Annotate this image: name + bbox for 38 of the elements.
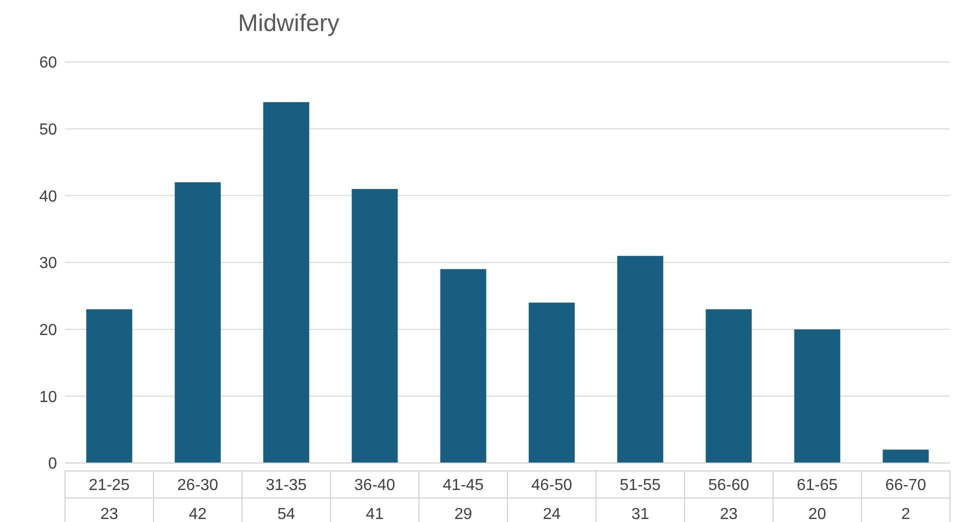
bar (882, 450, 929, 463)
y-tick-label: 40 (39, 188, 58, 206)
bar (617, 256, 664, 463)
y-tick-label: 0 (48, 456, 58, 473)
x-tick-label: 26-30 (177, 477, 218, 494)
x-tick-label: 56-60 (708, 477, 750, 494)
x-tick-label: 61-65 (796, 477, 838, 494)
data-label: 31 (631, 506, 650, 522)
x-tick-label: 21-25 (88, 477, 130, 494)
bar (86, 309, 132, 463)
bar (794, 329, 840, 463)
data-label: 24 (542, 506, 561, 522)
y-tick-label: 10 (39, 388, 58, 406)
bar (352, 188, 398, 463)
y-tick-label: 20 (39, 322, 58, 340)
data-label: 41 (366, 506, 384, 522)
bar (528, 302, 575, 463)
bar (263, 102, 310, 463)
data-label: 20 (808, 506, 826, 522)
data-label: 54 (277, 506, 296, 522)
x-tick-label: 36-40 (354, 477, 396, 494)
data-label: 23 (720, 506, 738, 522)
y-tick-label: 50 (39, 122, 58, 139)
bar (174, 182, 221, 463)
data-label: 29 (454, 506, 472, 522)
x-tick-label: 31-35 (266, 477, 307, 494)
chart-title: Midwifery (238, 10, 340, 38)
data-label: 2 (901, 506, 910, 522)
data-label: 23 (100, 506, 118, 522)
x-tick-label: 46-50 (531, 477, 572, 494)
bar (706, 309, 752, 463)
y-tick-label: 60 (39, 54, 58, 72)
bar (440, 269, 486, 463)
x-tick-label: 41-45 (442, 477, 484, 494)
x-tick-label: 66-70 (885, 477, 926, 494)
x-tick-label: 51-55 (620, 477, 661, 494)
data-label: 42 (188, 506, 207, 522)
y-tick-label: 30 (39, 255, 58, 272)
